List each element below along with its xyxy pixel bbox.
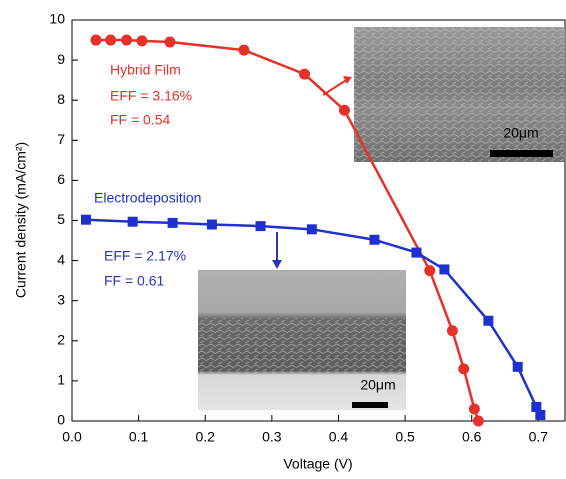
marker: [164, 37, 175, 48]
y-tick-label: 0: [57, 412, 65, 428]
page: Voltage (V) Current density (mA/cm²) 0.0…: [0, 0, 566, 479]
x-tick-label: 0.0: [62, 429, 82, 445]
marker: [299, 69, 310, 80]
series-label: Electrodeposition: [94, 190, 201, 206]
annotation: FF = 0.61: [104, 273, 165, 289]
x-tick-label: 0.7: [529, 429, 549, 445]
y-tick-label: 8: [57, 91, 65, 107]
marker: [121, 35, 132, 46]
scale-label: 20μm: [503, 125, 538, 141]
y-tick-label: 5: [57, 211, 65, 227]
marker: [483, 316, 493, 326]
marker: [469, 403, 480, 414]
y-axis-label: Current density (mA/cm²): [13, 142, 29, 298]
y-tick-label: 2: [57, 332, 65, 348]
y-tick-label: 10: [49, 11, 65, 27]
marker: [439, 264, 449, 274]
x-tick-label: 0.3: [262, 429, 282, 445]
marker: [411, 248, 421, 258]
marker: [339, 105, 350, 116]
x-axis-label: Voltage (V): [283, 456, 352, 472]
marker: [447, 325, 458, 336]
arrow-head: [343, 76, 352, 84]
marker: [369, 235, 379, 245]
marker: [513, 362, 523, 372]
scale-label: 20μm: [360, 377, 395, 393]
y-tick-label: 3: [57, 291, 65, 307]
x-tick-label: 0.5: [395, 429, 415, 445]
y-tick-label: 4: [57, 251, 65, 267]
marker: [136, 35, 147, 46]
annotation: EFF = 2.17%: [104, 248, 186, 264]
annotation: EFF = 3.16%: [110, 88, 192, 104]
x-tick-label: 0.2: [196, 429, 216, 445]
y-tick-label: 1: [57, 372, 65, 388]
marker: [90, 35, 101, 46]
series-label: Hybrid Film: [110, 62, 181, 78]
y-tick-label: 7: [57, 131, 65, 147]
marker: [81, 215, 91, 225]
marker: [168, 218, 178, 228]
marker: [473, 416, 484, 427]
marker: [207, 220, 217, 230]
marker: [128, 217, 138, 227]
chart: Voltage (V) Current density (mA/cm²) 0.0…: [0, 0, 566, 479]
x-tick-label: 0.6: [462, 429, 482, 445]
marker: [238, 45, 249, 56]
x-tick-label: 0.4: [329, 429, 349, 445]
inset-hybrid: [354, 27, 565, 162]
annotation: FF = 0.54: [110, 112, 171, 128]
marker: [424, 265, 435, 276]
arrow-head: [272, 260, 282, 269]
marker: [458, 363, 469, 374]
y-tick-label: 6: [57, 171, 65, 187]
y-tick-label: 9: [57, 51, 65, 67]
marker: [256, 221, 266, 231]
x-tick-label: 0.1: [129, 429, 149, 445]
marker: [105, 35, 116, 46]
marker: [535, 410, 545, 420]
marker: [307, 224, 317, 234]
